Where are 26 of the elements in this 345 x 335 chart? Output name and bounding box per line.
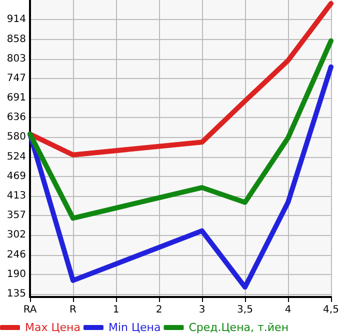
y-tick-label: 747 bbox=[6, 72, 26, 84]
y-tick-label: 190 bbox=[6, 268, 26, 280]
y-tick-label: 302 bbox=[6, 230, 26, 241]
y-tick-label: 413 bbox=[6, 190, 26, 202]
x-tick-label: 3 bbox=[198, 304, 206, 316]
x-tick-label: 2 bbox=[156, 304, 162, 316]
y-tick-label: 914 bbox=[6, 14, 26, 26]
legend-label: Сред.Цена, т.йен bbox=[188, 321, 289, 334]
x-tick-label: 1 bbox=[112, 304, 120, 316]
y-tick-label: 858 bbox=[6, 34, 26, 45]
legend-label: Max Цена bbox=[25, 321, 80, 334]
y-tick-label: 691 bbox=[6, 92, 26, 104]
y-tick-label: 246 bbox=[6, 249, 26, 260]
x-tick-label: RA bbox=[23, 304, 37, 316]
x-tick-label: R bbox=[70, 304, 77, 316]
y-tick-label: 469 bbox=[6, 170, 26, 182]
y-tick-label: 524 bbox=[6, 151, 26, 162]
y-tick-label: 580 bbox=[6, 132, 26, 143]
y-tick-label: 636 bbox=[6, 112, 26, 124]
x-tick-label: 4,5 bbox=[323, 304, 339, 316]
legend-label: Min Цена bbox=[108, 321, 161, 334]
x-tick-label: 3,5 bbox=[237, 304, 253, 316]
y-tick-label: 803 bbox=[6, 53, 26, 64]
x-tick-label: 4 bbox=[284, 304, 292, 316]
y-tick-label: 135 bbox=[6, 288, 26, 300]
y-tick-label: 357 bbox=[6, 210, 26, 222]
